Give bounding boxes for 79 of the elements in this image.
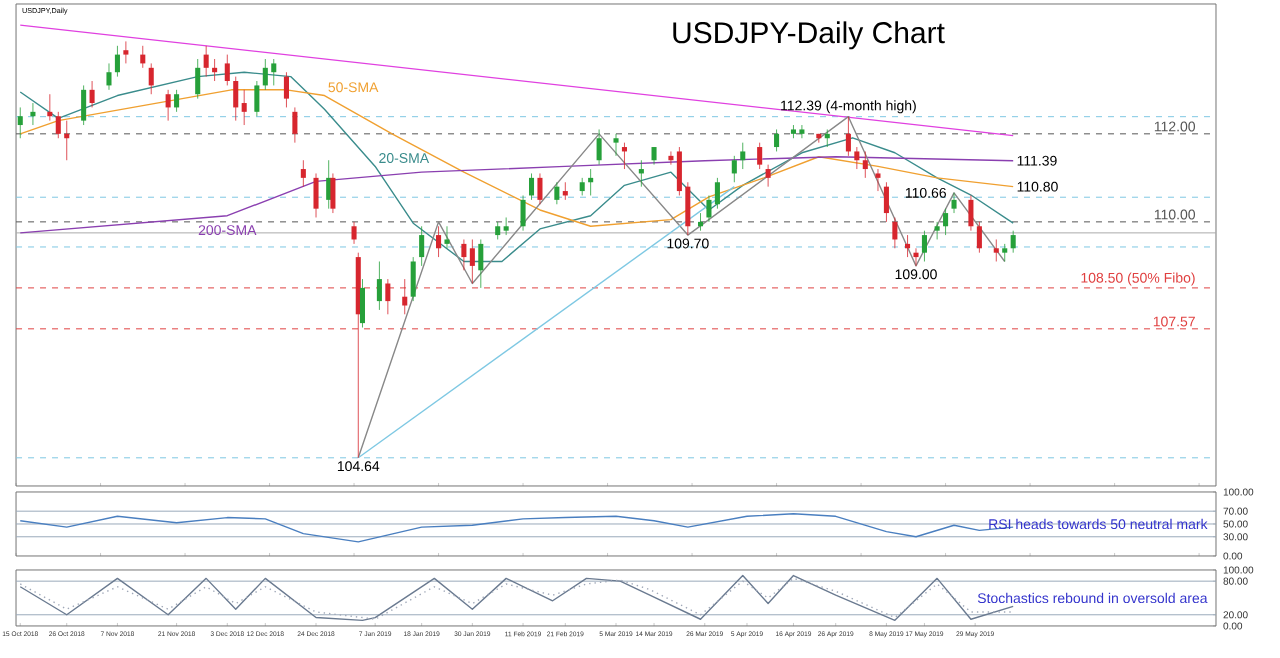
candlestick: [528, 173, 535, 201]
candlestick: [469, 239, 475, 284]
candlestick: [203, 45, 209, 78]
candlestick: [596, 129, 602, 166]
candlestick: [148, 63, 154, 95]
candlestick: [892, 217, 898, 249]
candlestick: [976, 221, 982, 254]
candlestick: [114, 45, 120, 78]
candlestick: [588, 168, 594, 196]
line-series: [19, 513, 1014, 543]
candlestick: [233, 76, 239, 122]
candlestick: [106, 63, 112, 91]
candlestick: [89, 80, 95, 108]
candlestick: [254, 80, 260, 117]
candlestick: [697, 212, 704, 232]
candlestick: [562, 181, 568, 201]
candlestick: [638, 159, 644, 188]
candlestick: [419, 225, 425, 267]
candlestick: [799, 124, 805, 139]
candlestick: [81, 85, 87, 126]
candlestick: [765, 164, 771, 188]
candlestick: [854, 146, 860, 170]
candlestick: [714, 177, 720, 210]
candlestick: [537, 173, 543, 205]
candlestick: [731, 155, 737, 183]
candlestick: [913, 247, 919, 267]
candlestick: [385, 278, 391, 315]
candlestick: [845, 116, 851, 157]
candlestick: [410, 256, 416, 302]
candlestick: [47, 93, 53, 122]
candlestick: [436, 225, 442, 258]
candlestick: [875, 168, 881, 192]
candlestick: [55, 111, 61, 139]
candlestick: [621, 142, 627, 170]
candlestick: [613, 133, 619, 157]
candlestick: [883, 181, 889, 223]
candlestick: [905, 234, 911, 258]
candlestick: [165, 89, 171, 122]
candlestick: [359, 278, 366, 328]
candlestick: [292, 107, 298, 144]
candlestick: [174, 89, 180, 113]
candlestick: [951, 192, 957, 214]
candlestick: [824, 129, 830, 148]
candlestick: [921, 230, 927, 262]
candlestick: [376, 261, 382, 311]
candlestick: [461, 239, 467, 271]
candlestick: [300, 159, 306, 188]
candlestick: [195, 58, 201, 100]
candlestick: [123, 41, 129, 64]
candlestick: [241, 89, 247, 126]
candlestick: [478, 239, 484, 289]
candlestick: [330, 173, 336, 214]
candlestick: [757, 142, 763, 170]
candlestick: [503, 217, 509, 236]
candlestick: [262, 58, 268, 91]
candlestick: [17, 107, 23, 139]
candlestick: [313, 173, 319, 218]
candlestick: [212, 58, 218, 82]
candlestick: [64, 120, 70, 161]
candlestick: [774, 129, 780, 152]
candlestick: [934, 221, 940, 240]
candlestick: [993, 239, 999, 262]
candlestick: [30, 102, 36, 126]
candlestick: [402, 278, 408, 315]
candlestick: [444, 225, 450, 249]
text: USDJPY-Daily Chart: [673, 21, 945, 50]
candlestick: [283, 71, 289, 108]
candlestick: [520, 195, 526, 232]
candlestick: [740, 142, 746, 170]
candlestick: [271, 58, 277, 86]
candlestick: [706, 195, 712, 223]
candlestick: [554, 181, 560, 205]
candlestick: [224, 54, 230, 86]
candlestick: [351, 221, 357, 245]
candlestick: [668, 151, 674, 166]
candlestick: [943, 208, 949, 236]
candlestick: [1010, 230, 1016, 254]
candlestick: [968, 195, 974, 232]
candlestick: [862, 151, 868, 179]
